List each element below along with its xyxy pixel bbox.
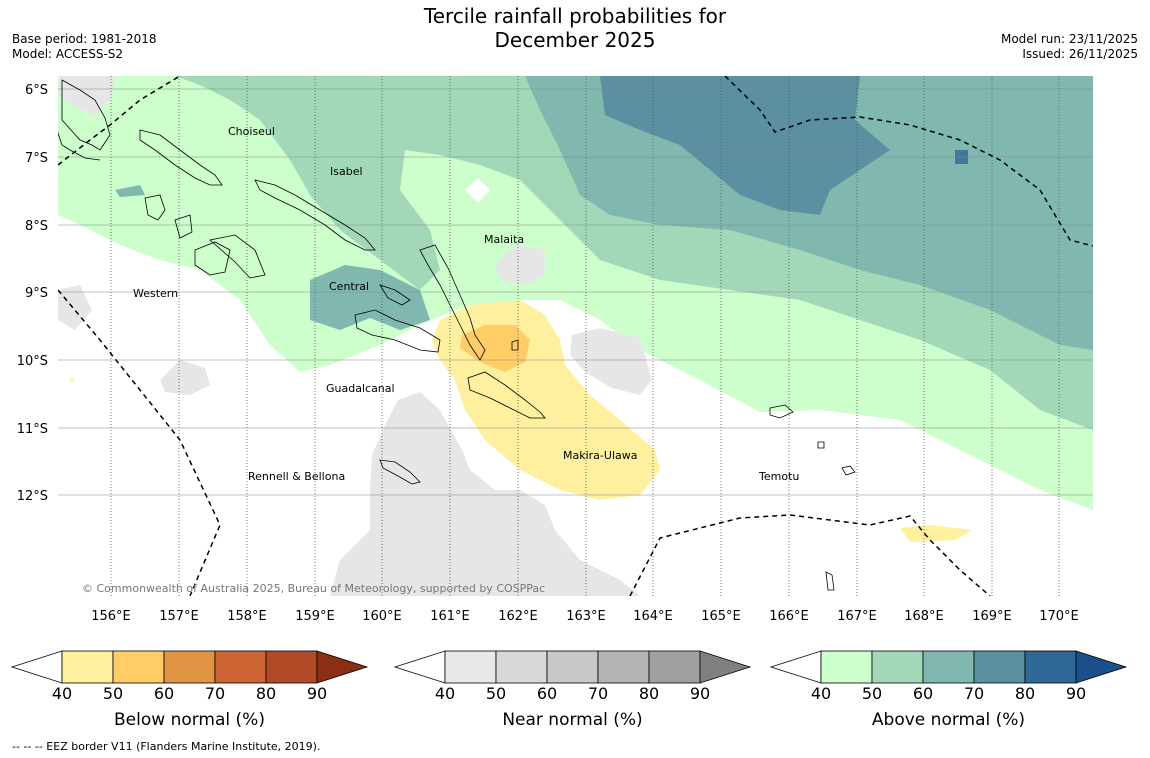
title-line-2: December 2025	[494, 28, 656, 52]
colorbar-segment	[1024, 650, 1077, 684]
label-isabel: Isabel	[330, 165, 363, 178]
eez-borders	[58, 76, 1093, 596]
colorbar-segment	[61, 650, 114, 684]
base-period: Base period: 1981-2018	[12, 32, 157, 46]
lon-label: 167°E	[837, 609, 877, 624]
map-title: Tercile rainfall probabilities for Decem…	[400, 4, 750, 52]
lon-label: 165°E	[701, 609, 741, 624]
lon-label: 160°E	[362, 609, 402, 624]
lat-label: 7°S	[25, 151, 48, 166]
colorbar-high-extend	[316, 650, 369, 684]
colorbar-tick-label: 80	[1015, 684, 1035, 703]
eez-footnote: -- -- -- EEZ border V11 (Flanders Marine…	[12, 740, 321, 753]
colorbar-segment	[648, 650, 701, 684]
colorbar-tick-label: 50	[486, 684, 506, 703]
model-name: Model: ACCESS-S2	[12, 47, 124, 61]
colorbar-segment	[922, 650, 975, 684]
lat-label: 6°S	[25, 83, 48, 98]
issued-date: Issued: 26/11/2025	[1022, 47, 1138, 61]
colorbar-near-normal: 40 50 60 70 80 90 Near normal (%)	[393, 650, 752, 730]
lat-label: 10°S	[17, 354, 48, 369]
meta-right: Model run: 23/11/2025 Issued: 26/11/2025	[1001, 32, 1138, 62]
colorbar-tick-label: 90	[1066, 684, 1086, 703]
colorbar-label: Near normal (%)	[502, 710, 642, 730]
colorbar-tick-label: 40	[811, 684, 831, 703]
colorbar-tick-label: 90	[307, 684, 327, 703]
colorbar-tick-label: 70	[588, 684, 608, 703]
label-rennell-bellona: Rennell & Bellona	[248, 470, 345, 483]
colorbar-label: Above normal (%)	[872, 710, 1025, 730]
lon-label: 169°E	[972, 609, 1012, 624]
lat-label: 12°S	[17, 489, 48, 504]
colorbar-segment	[546, 650, 599, 684]
lon-label: 163°E	[566, 609, 606, 624]
colorbar-legends: 40 50 60 70 80 90 Below normal (%) 40 50 60 70 80 90…	[10, 650, 1128, 730]
colorbar-label: Below normal (%)	[114, 710, 265, 730]
colorbar-below-normal: 40 50 60 70 80 90 Below normal (%)	[10, 650, 369, 730]
model-run: Model run: 23/11/2025	[1000, 32, 1138, 46]
colorbar-tick-label: 40	[435, 684, 455, 703]
lon-label: 157°E	[159, 609, 199, 624]
lon-label: 166°E	[769, 609, 809, 624]
colorbar-low-extend	[769, 650, 822, 684]
colorbar-tick-label: 80	[639, 684, 659, 703]
lat-label: 9°S	[25, 286, 48, 301]
colorbar-high-extend	[1075, 650, 1128, 684]
copyright-notice: © Commonwealth of Australia 2025, Bureau…	[82, 582, 545, 595]
lon-label: 161°E	[430, 609, 470, 624]
meta-left: Base period: 1981-2018 Model: ACCESS-S2	[12, 32, 157, 62]
colorbar-tick-label: 90	[690, 684, 710, 703]
colorbar-tick-label: 50	[862, 684, 882, 703]
colorbar-tick-label: 60	[913, 684, 933, 703]
lat-label: 8°S	[25, 219, 48, 234]
colorbar-high-extend	[699, 650, 752, 684]
lon-label: 159°E	[295, 609, 335, 624]
colorbar-segment	[265, 650, 318, 684]
colorbar-tick-label: 60	[154, 684, 174, 703]
colorbar-segment	[214, 650, 267, 684]
colorbar-tick-label: 70	[205, 684, 225, 703]
colorbar-segment	[444, 650, 497, 684]
colorbar-tick-label: 60	[537, 684, 557, 703]
colorbar-tick-label: 50	[103, 684, 123, 703]
lon-label: 168°E	[904, 609, 944, 624]
lon-label: 164°E	[633, 609, 673, 624]
colorbar-segment	[112, 650, 165, 684]
graticule	[58, 76, 1093, 596]
colorbar-segment	[597, 650, 650, 684]
label-choiseul: Choiseul	[228, 125, 275, 138]
colorbar-above-normal: 40 50 60 70 80 90 Above normal (%)	[769, 650, 1128, 730]
above-normal-60-patch	[310, 265, 430, 330]
colorbar-segment	[163, 650, 216, 684]
label-malaita: Malaita	[484, 233, 524, 246]
colorbar-tick-label: 70	[964, 684, 984, 703]
colorbar-low-extend	[393, 650, 446, 684]
latitude-labels: 6°S 7°S 8°S 9°S 10°S 11°S 12°S	[17, 83, 48, 504]
colorbar-tick-label: 40	[52, 684, 72, 703]
lat-label: 11°S	[17, 422, 48, 437]
colorbar-segment	[820, 650, 873, 684]
label-temotu: Temotu	[758, 470, 799, 483]
title-line-1: Tercile rainfall probabilities for	[423, 4, 727, 28]
label-makira-ulawa: Makira-Ulawa	[563, 449, 637, 462]
colorbar-segment	[871, 650, 924, 684]
colorbar-tick-label: 80	[256, 684, 276, 703]
above-normal-70-band	[600, 76, 890, 215]
colorbar-low-extend	[10, 650, 63, 684]
longitude-labels: 156°E 157°E 158°E 159°E 160°E 161°E 162°…	[91, 609, 1079, 624]
province-labels: Choiseul Isabel Malaita Western Central …	[133, 125, 799, 483]
lon-label: 170°E	[1039, 609, 1079, 624]
coastlines	[58, 79, 856, 591]
lon-label: 158°E	[227, 609, 267, 624]
colorbar-segment	[973, 650, 1026, 684]
label-western: Western	[133, 287, 178, 300]
lon-label: 156°E	[91, 609, 131, 624]
lon-label: 162°E	[498, 609, 538, 624]
label-guadalcanal: Guadalcanal	[326, 382, 395, 395]
label-central: Central	[329, 280, 369, 293]
probability-fields	[58, 76, 1093, 596]
colorbar-segment	[495, 650, 548, 684]
